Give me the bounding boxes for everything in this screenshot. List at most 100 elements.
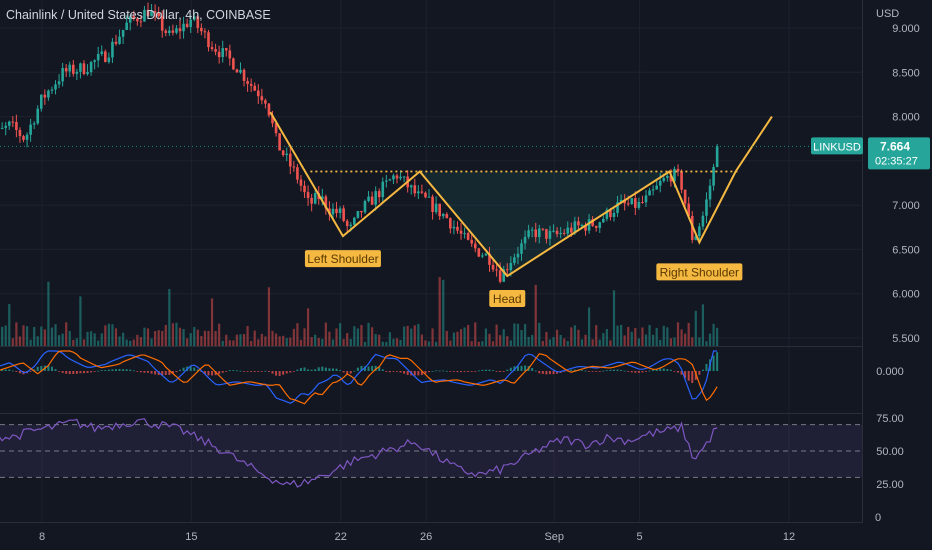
candle-body[interactable] (502, 269, 506, 282)
candle-body[interactable] (363, 200, 367, 213)
candle-body[interactable] (566, 227, 570, 234)
candle-body[interactable] (427, 196, 431, 198)
candle-body[interactable] (4, 125, 8, 128)
candle-body[interactable] (306, 192, 310, 198)
candle-body[interactable] (509, 263, 513, 271)
candle-body[interactable] (182, 23, 185, 32)
candle-body[interactable] (100, 51, 104, 54)
candle-body[interactable] (157, 12, 160, 17)
candle-body[interactable] (15, 121, 18, 131)
candle-body[interactable] (541, 228, 545, 230)
candle-body[interactable] (431, 196, 434, 213)
candle-body[interactable] (246, 81, 249, 84)
candle-body[interactable] (18, 130, 22, 137)
candle-body[interactable] (114, 41, 118, 44)
candle-body[interactable] (175, 28, 178, 33)
candle-body[interactable] (481, 255, 484, 257)
candle-body[interactable] (605, 209, 609, 219)
candle-body[interactable] (54, 84, 57, 90)
candle-body[interactable] (683, 189, 687, 204)
candle-body[interactable] (445, 214, 449, 219)
candle-body[interactable] (107, 57, 111, 62)
candle-body[interactable] (118, 36, 121, 44)
candle-body[interactable] (57, 81, 61, 85)
candle-body[interactable] (698, 226, 701, 237)
candle-body[interactable] (360, 210, 363, 213)
candle-body[interactable] (164, 30, 168, 33)
candle-body[interactable] (239, 69, 242, 73)
candle-body[interactable] (488, 253, 491, 265)
candle-body[interactable] (559, 232, 562, 235)
candle-body[interactable] (93, 60, 96, 62)
candle-body[interactable] (673, 168, 676, 182)
candle-body[interactable] (594, 225, 598, 228)
candle-body[interactable] (459, 230, 463, 234)
candle-body[interactable] (612, 212, 616, 218)
candle-body[interactable] (687, 203, 690, 216)
candle-body[interactable] (249, 83, 253, 86)
candle-body[interactable] (79, 63, 82, 72)
candle-body[interactable] (377, 191, 381, 198)
candle-body[interactable] (641, 201, 644, 203)
candle-body[interactable] (587, 219, 591, 231)
candle-body[interactable] (335, 208, 338, 214)
candle-body[interactable] (402, 176, 406, 178)
candle-body[interactable] (242, 69, 246, 82)
candle-body[interactable] (217, 51, 221, 58)
candle-body[interactable] (189, 19, 192, 27)
candle-body[interactable] (281, 150, 285, 155)
candle-body[interactable] (29, 124, 32, 135)
time-scale[interactable] (0, 523, 932, 550)
candle-body[interactable] (349, 224, 353, 227)
candle-body[interactable] (324, 196, 328, 209)
candle-body[interactable] (128, 16, 132, 23)
annotation-right_shoulder[interactable]: Right Shoulder (656, 263, 743, 281)
candle-body[interactable] (153, 11, 157, 13)
candle-body[interactable] (484, 253, 488, 256)
candle-body[interactable] (388, 179, 392, 181)
candle-body[interactable] (534, 229, 538, 238)
candle-body[interactable] (491, 264, 495, 270)
candle-body[interactable] (381, 181, 385, 198)
candle-body[interactable] (658, 180, 662, 186)
candle-body[interactable] (434, 203, 438, 213)
candle-body[interactable] (470, 239, 474, 244)
candle-body[interactable] (36, 108, 40, 124)
candle-body[interactable] (598, 222, 602, 228)
candle-body[interactable] (520, 243, 523, 254)
candle-body[interactable] (602, 218, 605, 223)
candle-body[interactable] (548, 230, 552, 239)
annotation-left_shoulder[interactable]: Left Shoulder (304, 250, 381, 268)
candle-body[interactable] (441, 214, 445, 217)
candle-body[interactable] (221, 48, 225, 58)
candle-body[interactable] (228, 50, 232, 59)
candle-body[interactable] (584, 224, 587, 231)
candle-body[interactable] (392, 175, 395, 180)
candle-body[interactable] (278, 133, 281, 151)
candle-body[interactable] (61, 68, 64, 82)
candle-body[interactable] (64, 68, 68, 72)
candle-body[interactable] (313, 193, 317, 204)
candle-body[interactable] (477, 248, 481, 257)
candle-body[interactable] (562, 232, 566, 234)
candle-body[interactable] (630, 198, 634, 205)
candle-body[interactable] (516, 253, 520, 258)
candle-body[interactable] (303, 185, 306, 193)
head-and-shoulders-line[interactable] (269, 111, 773, 278)
candle-body[interactable] (591, 219, 594, 226)
candle-body[interactable] (232, 58, 235, 70)
candle-body[interactable] (235, 69, 239, 73)
candle-body[interactable] (669, 175, 673, 182)
candle-body[interactable] (75, 71, 79, 74)
candle-body[interactable] (39, 94, 43, 109)
candle-body[interactable] (545, 229, 548, 239)
candle-body[interactable] (150, 11, 153, 17)
candle-body[interactable] (637, 201, 641, 208)
candle-body[interactable] (86, 72, 89, 74)
candle-body[interactable] (168, 30, 171, 33)
candle-body[interactable] (50, 89, 54, 91)
candle-body[interactable] (527, 230, 530, 237)
candle-body[interactable] (310, 197, 313, 204)
candle-body[interactable] (43, 94, 47, 98)
